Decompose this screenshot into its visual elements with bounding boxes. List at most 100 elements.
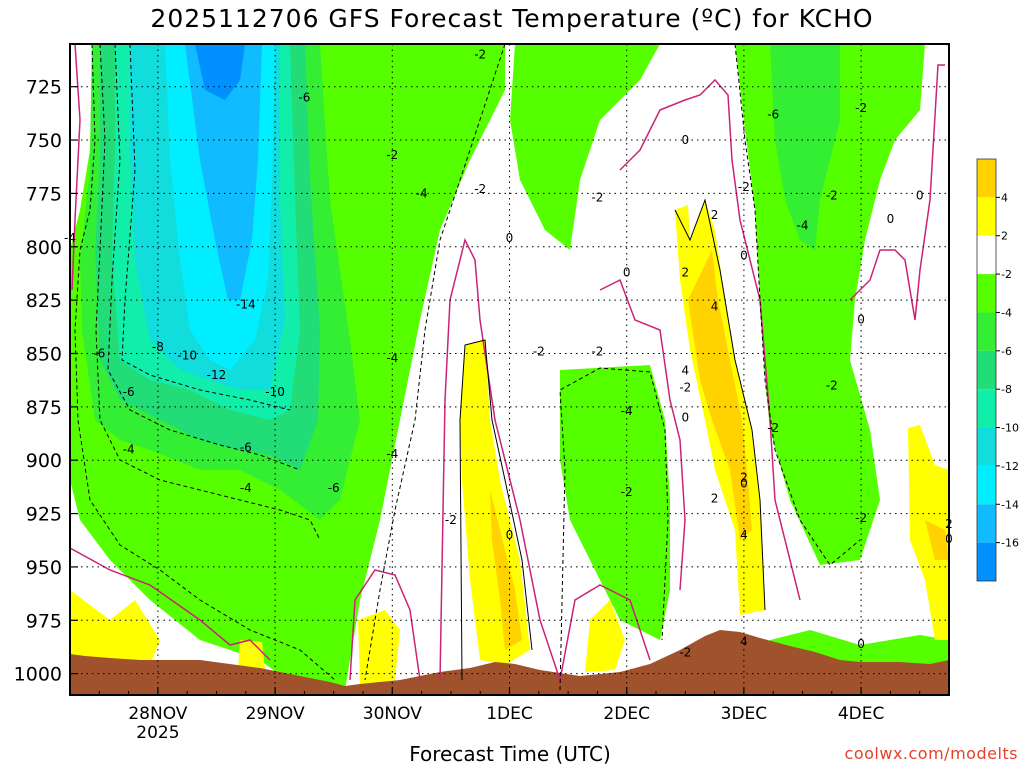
contour-label: 0 [887, 212, 895, 226]
contour-label: -6 [767, 107, 779, 121]
contour-label: -6 [93, 346, 105, 360]
x-tick-label: 1DEC [486, 704, 533, 724]
colorbar-swatch [977, 542, 996, 581]
contour-label: -4 [416, 186, 428, 200]
y-tick-label: 850 [26, 343, 62, 365]
x-tick-label: 30NOV [363, 704, 422, 724]
contour-label: -2 [591, 191, 603, 205]
colorbar-tick-label: -12 [1001, 460, 1019, 473]
y-tick-label: 975 [26, 610, 62, 632]
contour-label: -10 [177, 349, 197, 363]
band-green-mid-right [560, 365, 670, 640]
contour-minus2-mid [364, 44, 506, 681]
contour-label: -6 [240, 440, 252, 454]
contour-label: -2 [386, 148, 398, 162]
contour-label: -4 [386, 447, 398, 461]
contour-label: 4 [740, 635, 748, 649]
colorbar-tick-label: 2 [1001, 230, 1008, 243]
freezing-contour-2dec-mid [599, 278, 686, 591]
colorbar-tick-label: -14 [1001, 498, 1019, 511]
contour-label: 0 [916, 189, 924, 203]
ground-terrain [70, 630, 949, 695]
contour-label: -2 [474, 182, 486, 196]
colorbar-tick-label: -16 [1001, 537, 1019, 550]
contour-label: 0 [740, 248, 748, 262]
axis-ticks: 725 750 775 800 825 850 875 900 925 950 975 1000 28N… [14, 77, 950, 743]
contour-label: -2 [621, 485, 633, 499]
contour-label: 2 [711, 492, 719, 506]
colorbar-tick-label: -6 [1001, 345, 1012, 358]
chart-title: 2025112706 GFS Forecast Temperature (ºC)… [150, 4, 874, 33]
colorbar-swatch [977, 197, 996, 236]
contour-plus2-3dec [674, 198, 766, 611]
colorbar-tick-label: -10 [1001, 422, 1019, 435]
freezing-contour-30nov [349, 569, 421, 681]
freezing-contour-left [71, 44, 81, 291]
contour-minus4-left [95, 44, 321, 541]
contour-label: 0 [740, 477, 748, 491]
freezing-contour-4dec [849, 64, 945, 321]
contour-plus2-1dec [459, 339, 533, 681]
contour-minus6-left [107, 44, 301, 471]
contour-label: 4 [681, 364, 689, 378]
contour-label: -2 [445, 513, 457, 527]
band-below-minus16 [195, 44, 245, 100]
contour-label: 2 [945, 517, 953, 531]
contour-label: -2 [826, 189, 838, 203]
colorbar-swatch [977, 159, 996, 198]
contour-label: -2 [738, 180, 750, 194]
contour-label: -2 [855, 101, 867, 115]
colorbar-swatch [977, 504, 996, 543]
colorbar-swatch [977, 389, 996, 428]
colorbar-swatch [977, 235, 996, 275]
band-green-top-mid [510, 44, 660, 250]
contour-label: -4 [386, 351, 398, 365]
x-tick-label: 2025 [136, 723, 179, 743]
contour-label: -4 [240, 481, 252, 495]
colorbar-swatch [977, 350, 996, 390]
contour-label: -4 [797, 218, 809, 232]
contour-minus2-right [734, 44, 861, 566]
y-tick-label: 950 [26, 557, 62, 579]
contour-label: -6 [298, 90, 310, 104]
y-tick-label: 800 [26, 237, 62, 259]
colorbar-frame [976, 158, 997, 582]
contour-label: -2 [679, 645, 691, 659]
contour-label: 0 [857, 637, 865, 651]
x-tick-label: 4DEC [838, 704, 885, 724]
band-minus4-minus6-right [770, 44, 840, 250]
contour-label: -2 [767, 421, 779, 435]
colorbar-swatch [977, 312, 996, 351]
colorbar-tick-label: 4 [1001, 191, 1008, 204]
contour-label: 0 [623, 265, 631, 279]
x-tick-label: 2DEC [603, 704, 650, 724]
contour-label: -4 [64, 231, 76, 245]
freezing-contour-1dec [439, 237, 561, 681]
contour-label: -8 [152, 340, 164, 354]
contour-label: -10 [265, 385, 285, 399]
warm-band-sfc-2 [238, 640, 265, 670]
contour-label: -12 [207, 368, 227, 382]
y-tick-label: 1000 [14, 664, 62, 686]
contour-label: 0 [857, 312, 865, 326]
warm-core-1dec [490, 490, 522, 650]
warm-core-right [925, 520, 949, 560]
y-tick-label: 925 [26, 504, 62, 526]
contour-label: -2 [679, 381, 691, 395]
band-minus14-minus16 [185, 44, 262, 300]
freezing-contour-sfc [70, 547, 271, 661]
warm-band-2dec [585, 600, 625, 672]
gridlines [70, 44, 949, 695]
x-axis-label: Forecast Time (UTC) [409, 742, 611, 766]
contour-label: 4 [740, 528, 748, 542]
colorbar-tick-label: -8 [1001, 383, 1012, 396]
contour-label: 4 [711, 300, 719, 314]
contour-label: 2 [681, 265, 689, 279]
contour-minus8-left [121, 44, 291, 411]
y-tick-label: 750 [26, 130, 62, 152]
contour-label: -2 [474, 48, 486, 62]
warm-band-sfc-left [70, 590, 160, 665]
credit-link[interactable]: coolwx.com/modelts [844, 744, 1018, 763]
